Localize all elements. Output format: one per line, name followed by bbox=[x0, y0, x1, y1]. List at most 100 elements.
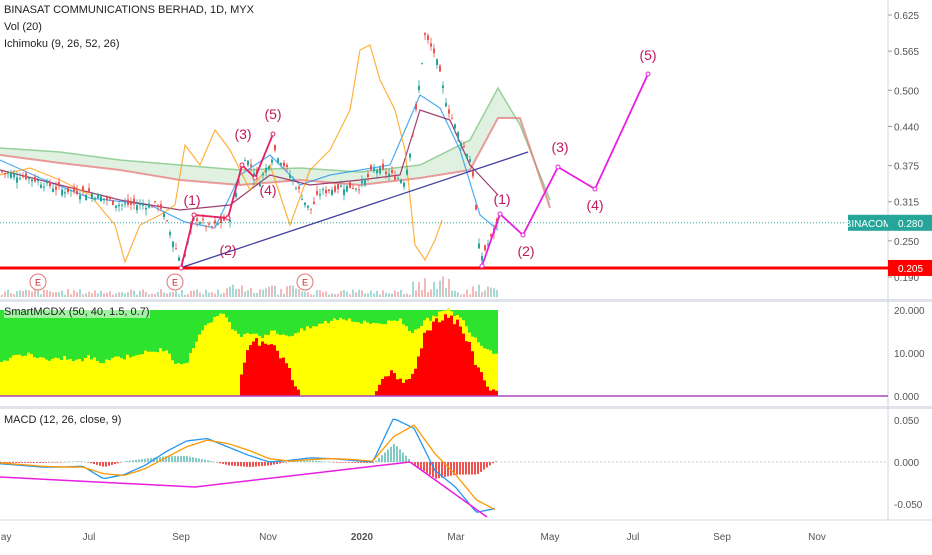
candle-body bbox=[295, 188, 297, 190]
mcdx-yellow-bar bbox=[42, 357, 45, 396]
mcdx-green-bar bbox=[78, 310, 81, 396]
divergence-line bbox=[0, 461, 411, 488]
volume-bar bbox=[322, 292, 324, 297]
candle-body bbox=[430, 43, 432, 47]
mcdx-green-bar bbox=[180, 310, 183, 396]
macd-histogram-bar bbox=[192, 457, 194, 462]
mcdx-yellow-bar bbox=[372, 322, 375, 396]
macd-histogram-bar bbox=[93, 462, 95, 465]
volume-bar bbox=[241, 285, 243, 297]
macd-histogram-bar bbox=[282, 462, 284, 463]
macd-histogram-bar bbox=[57, 462, 59, 463]
mcdx-yellow-bar bbox=[177, 363, 180, 396]
mcdx-green-bar bbox=[177, 310, 180, 396]
macd-histogram-bar bbox=[474, 462, 476, 475]
wave-node bbox=[555, 164, 561, 170]
mcdx-red-bar bbox=[240, 374, 243, 396]
macd-histogram-bar bbox=[279, 462, 281, 464]
candle-body bbox=[319, 194, 321, 196]
mcdx-yellow-bar bbox=[51, 358, 54, 396]
candles bbox=[1, 32, 498, 268]
mcdx-yellow-bar bbox=[195, 341, 198, 396]
wave-count-projection bbox=[481, 73, 649, 267]
volume-bar bbox=[382, 290, 384, 297]
volume-bar bbox=[13, 294, 15, 297]
macd-histogram-bar bbox=[210, 461, 212, 462]
mcdx-green-bar bbox=[108, 310, 111, 396]
macd-histogram-bar bbox=[204, 459, 206, 462]
mcdx-green-bar bbox=[72, 310, 75, 396]
mcdx-red-bar bbox=[270, 344, 273, 396]
mcdx-green-bar bbox=[171, 310, 174, 396]
volume-bar bbox=[412, 281, 414, 297]
volume-bar bbox=[463, 293, 465, 297]
candle-body bbox=[469, 159, 471, 163]
volume-bar bbox=[133, 290, 135, 297]
mcdx-yellow-bar bbox=[483, 348, 486, 396]
volume-bar bbox=[22, 290, 24, 297]
mcdx-green-bar bbox=[117, 310, 120, 396]
volume-bar bbox=[175, 291, 177, 297]
volume-bar bbox=[373, 293, 375, 297]
earnings-marker-label: E bbox=[302, 278, 308, 288]
mcdx-yellow-bar bbox=[0, 362, 3, 396]
candle-body bbox=[277, 158, 279, 163]
volume-bar bbox=[385, 292, 387, 297]
volume-bar bbox=[481, 292, 483, 297]
volume-bar bbox=[328, 294, 330, 297]
volume-bar bbox=[205, 289, 207, 297]
mcdx-yellow-bar bbox=[306, 326, 309, 396]
macd-histogram-bar bbox=[489, 462, 491, 466]
candle-body bbox=[100, 196, 102, 202]
candle-body bbox=[262, 173, 264, 176]
volume-bar bbox=[70, 294, 72, 297]
macd-histogram-bar bbox=[393, 443, 395, 462]
mcdx-yellow-bar bbox=[315, 326, 318, 396]
macd-histogram-bar bbox=[318, 460, 320, 462]
mcdx-yellow-bar bbox=[342, 319, 345, 396]
macd-histogram-bar bbox=[30, 462, 32, 463]
candle-body bbox=[289, 174, 291, 178]
mcdx-red-bar bbox=[465, 341, 468, 396]
mcdx-yellow-bar bbox=[6, 360, 9, 396]
candle-body bbox=[229, 220, 231, 222]
mcdx-yellow-bar bbox=[117, 356, 120, 396]
volume-bar bbox=[349, 294, 351, 297]
macd-histogram-bar bbox=[66, 461, 68, 463]
candle-body bbox=[331, 189, 333, 195]
mcdx-yellow-bar bbox=[345, 320, 348, 396]
mcdx-yellow-bar bbox=[399, 318, 402, 396]
macd-histogram-bar bbox=[267, 462, 269, 466]
mcdx-yellow-bar bbox=[291, 335, 294, 396]
mcdx-green-bar bbox=[18, 310, 21, 396]
wave-node bbox=[479, 263, 485, 269]
wave-label: (5) bbox=[639, 47, 656, 63]
macd-histogram-bar bbox=[480, 462, 482, 472]
volume-bar bbox=[25, 289, 27, 297]
mcdx-green-bar bbox=[105, 310, 108, 396]
macd-histogram-bar bbox=[168, 456, 170, 462]
mcdx-yellow-bar bbox=[303, 330, 306, 396]
mcdx-yellow-bar bbox=[30, 354, 33, 396]
mcdx-red-bar bbox=[477, 367, 480, 396]
macd-histogram-bar bbox=[213, 461, 215, 463]
volume-bar bbox=[100, 290, 102, 297]
mcdx-label: SmartMCDX (50, 40, 1.5, 0.7) bbox=[4, 306, 150, 318]
volume-bar bbox=[79, 289, 81, 297]
volume-bar bbox=[64, 294, 66, 297]
mcdx-green-bar bbox=[54, 310, 57, 396]
wave-label: (3) bbox=[551, 139, 568, 155]
volume-bar bbox=[433, 281, 435, 297]
macd-histogram-bar bbox=[21, 462, 23, 463]
mcdx-yellow-bar bbox=[12, 355, 15, 396]
candle-body bbox=[61, 189, 63, 196]
macd-histogram-bar bbox=[186, 456, 188, 462]
mcdx-red-bar bbox=[420, 348, 423, 396]
macd-histogram-bar bbox=[270, 462, 272, 466]
candle-body bbox=[385, 171, 387, 175]
volume-bar bbox=[274, 285, 276, 297]
macd-histogram-bar bbox=[240, 462, 242, 467]
macd-histogram-bar bbox=[483, 462, 485, 470]
